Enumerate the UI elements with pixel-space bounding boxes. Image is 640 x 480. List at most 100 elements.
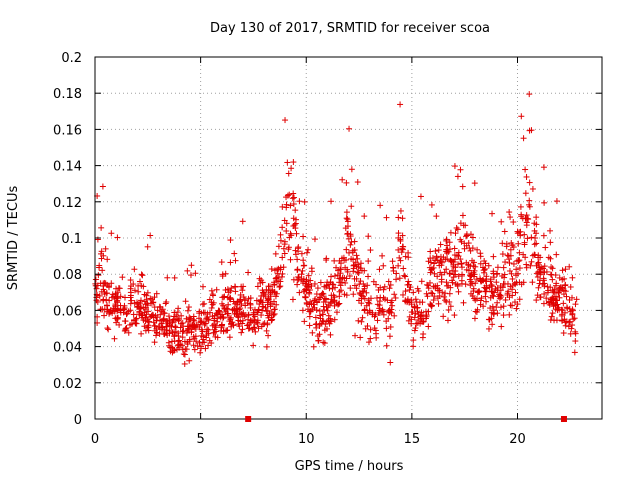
data-point xyxy=(151,339,158,346)
data-point xyxy=(220,294,227,301)
data-point xyxy=(157,317,164,324)
data-point xyxy=(265,283,272,290)
data-point xyxy=(431,293,438,300)
data-point xyxy=(230,305,237,312)
data-point xyxy=(425,258,432,265)
data-point xyxy=(540,232,547,239)
data-point xyxy=(380,294,387,301)
data-point xyxy=(507,302,514,309)
data-point xyxy=(196,323,203,330)
data-point xyxy=(406,286,413,293)
data-point xyxy=(250,311,257,318)
data-point xyxy=(199,328,206,335)
data-point xyxy=(433,253,440,260)
data-point xyxy=(523,219,530,226)
data-point xyxy=(319,311,326,318)
data-point xyxy=(443,236,450,243)
data-point xyxy=(106,297,113,304)
data-point xyxy=(273,290,280,297)
data-point xyxy=(446,290,453,297)
data-point xyxy=(490,307,497,314)
data-point xyxy=(306,289,313,296)
data-point xyxy=(211,321,218,328)
data-point xyxy=(322,295,329,302)
data-point xyxy=(290,194,297,201)
data-point xyxy=(402,253,409,260)
data-point xyxy=(388,309,395,316)
data-point xyxy=(193,338,200,345)
data-point xyxy=(446,270,453,277)
data-point xyxy=(228,285,235,292)
data-point xyxy=(274,270,281,277)
data-point xyxy=(350,262,357,269)
data-point xyxy=(440,313,447,320)
data-point xyxy=(385,278,392,285)
data-point xyxy=(411,304,418,311)
data-point xyxy=(344,266,351,273)
data-point xyxy=(459,212,466,219)
data-point xyxy=(219,271,226,278)
data-point xyxy=(284,159,291,166)
data-point xyxy=(354,269,361,276)
data-point xyxy=(420,318,427,325)
data-point xyxy=(572,338,579,345)
data-point xyxy=(271,279,278,286)
data-point xyxy=(148,313,155,320)
data-point xyxy=(349,249,356,256)
data-point xyxy=(411,314,418,321)
data-point xyxy=(528,234,535,241)
data-point xyxy=(111,335,118,342)
data-point xyxy=(451,163,458,170)
data-point xyxy=(400,291,407,298)
data-point xyxy=(460,299,467,306)
data-point xyxy=(277,231,284,238)
data-point xyxy=(150,319,157,326)
data-point xyxy=(396,275,403,282)
data-point xyxy=(216,308,223,315)
data-point xyxy=(331,302,338,309)
data-point xyxy=(376,266,383,273)
data-point xyxy=(131,300,138,307)
data-point xyxy=(124,310,131,317)
data-point xyxy=(263,327,270,334)
data-point xyxy=(444,250,451,257)
data-point xyxy=(427,248,434,255)
data-point xyxy=(486,284,493,291)
data-point xyxy=(410,343,417,350)
data-point xyxy=(540,164,547,171)
data-point xyxy=(175,305,182,312)
data-point xyxy=(467,272,474,279)
data-point xyxy=(314,285,321,292)
data-point xyxy=(549,310,556,317)
data-point xyxy=(560,330,567,337)
data-point xyxy=(472,308,479,315)
data-point xyxy=(231,250,238,257)
data-point xyxy=(507,214,514,221)
data-point xyxy=(201,339,208,346)
data-point xyxy=(250,342,257,349)
data-point xyxy=(432,248,439,255)
data-point xyxy=(239,326,246,333)
data-point xyxy=(130,311,137,318)
data-point xyxy=(227,237,234,244)
data-point xyxy=(141,323,148,330)
data-point xyxy=(127,277,134,284)
data-point xyxy=(348,203,355,210)
data-point xyxy=(359,314,366,321)
data-point xyxy=(480,303,487,310)
data-point xyxy=(156,303,163,310)
data-point xyxy=(435,300,442,307)
data-point xyxy=(566,263,573,270)
data-point xyxy=(281,238,288,245)
data-point xyxy=(330,298,337,305)
data-point xyxy=(316,322,323,329)
data-point xyxy=(179,328,186,335)
data-point xyxy=(294,267,301,274)
data-point xyxy=(348,238,355,245)
data-point xyxy=(493,304,500,311)
data-point xyxy=(459,183,466,190)
data-point xyxy=(529,252,536,259)
data-point xyxy=(487,305,494,312)
data-point xyxy=(427,302,434,309)
